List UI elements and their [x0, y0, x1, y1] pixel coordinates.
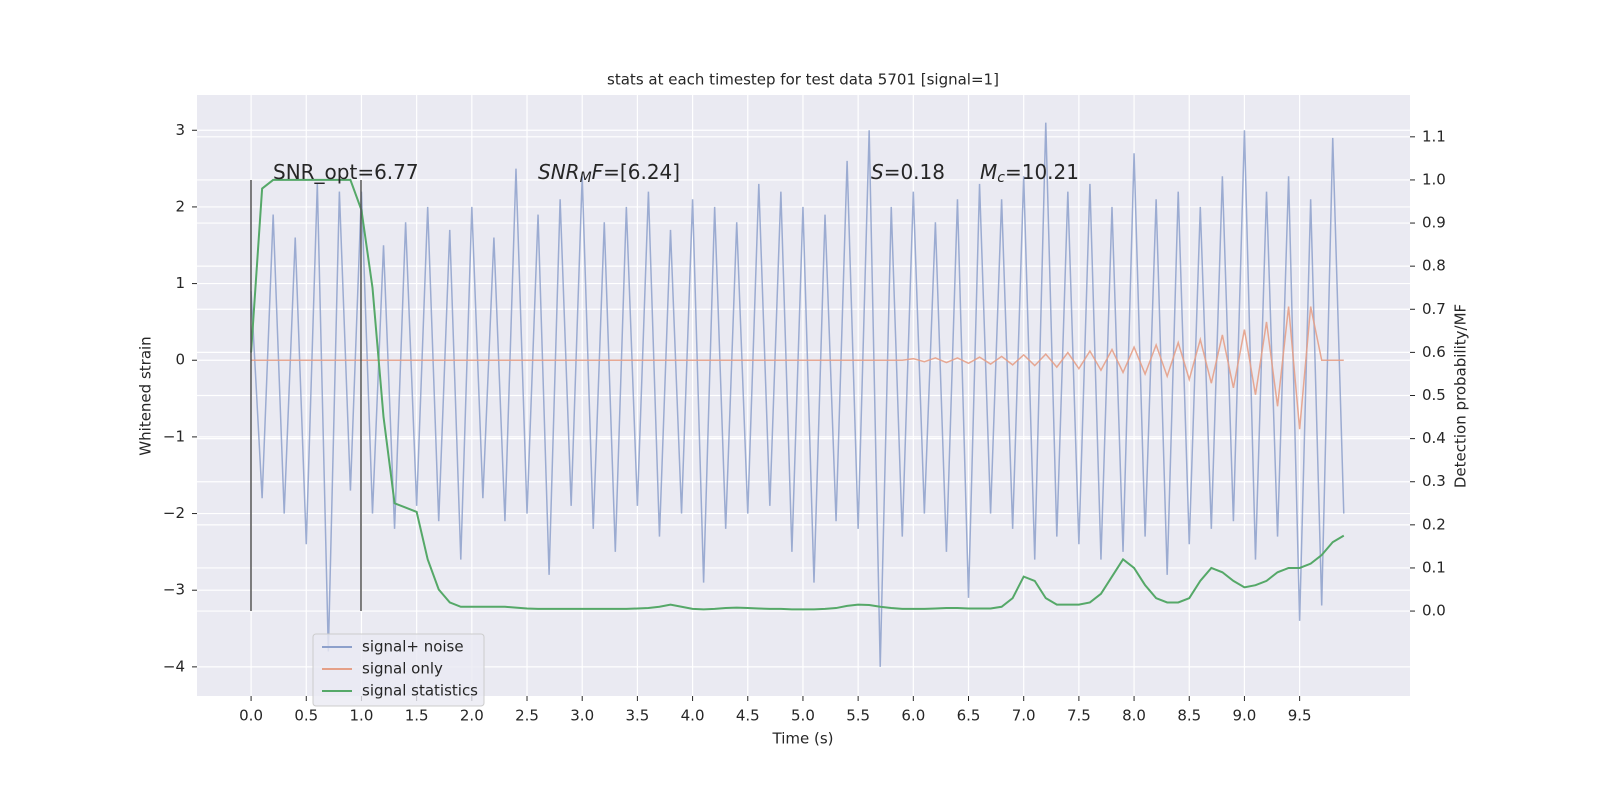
annotation-part: SNR_opt=6.77: [273, 160, 419, 184]
y2-tick-label: 0.0: [1422, 602, 1446, 620]
legend-box: [312, 633, 485, 707]
x-tick-label: 3.5: [625, 707, 649, 725]
y2-tick-label: 1.0: [1422, 170, 1446, 188]
x-tick-label: 5.5: [846, 707, 870, 725]
annotation-part: =10.21: [1005, 160, 1079, 184]
annotation: Mc=10.21: [980, 160, 1079, 187]
y-tick-label: 0: [175, 351, 185, 369]
x-tick-label: 0.0: [239, 707, 263, 725]
x-tick-label: 8.5: [1177, 707, 1201, 725]
annotation-part: M: [980, 160, 997, 184]
y-tick-label: −3: [163, 581, 185, 599]
y-tick-label: 3: [175, 121, 185, 139]
y-tick-label: −2: [163, 504, 185, 522]
x-tick-label: 9.5: [1288, 707, 1312, 725]
x-tick-label: 3.0: [570, 707, 594, 725]
x-tick-label: 9.0: [1233, 707, 1257, 725]
legend-label: signal only: [362, 660, 443, 678]
annotation-part: c: [997, 170, 1005, 186]
y-tick-label: −4: [163, 657, 185, 675]
annotation: S=0.18: [871, 160, 945, 184]
series-line: [251, 306, 1344, 430]
x-tick-label: 2.0: [460, 707, 484, 725]
x-tick-label: 6.5: [957, 707, 981, 725]
annotation-part: SNR: [538, 160, 580, 184]
y2-tick-label: 0.6: [1422, 343, 1446, 361]
y2-tick-label: 0.1: [1422, 558, 1446, 576]
annotation-part: F: [592, 160, 604, 184]
y2-tick-label: 0.9: [1422, 214, 1446, 232]
x-tick-label: 4.5: [736, 707, 760, 725]
series-line: [250, 122, 1345, 667]
annotation-part: M: [580, 170, 592, 186]
y-tick-label: −1: [163, 427, 185, 445]
annotation-part: =[6.24]: [603, 160, 680, 184]
y2-axis-label: Detection probability/MF: [1452, 304, 1470, 488]
x-tick-label: 4.0: [681, 707, 705, 725]
y-axis-label: Whitened strain: [137, 336, 155, 455]
annotation: SNR_opt=6.77: [273, 160, 419, 184]
y2-tick-label: 0.8: [1422, 257, 1446, 275]
legend-label: signal statistics: [362, 682, 478, 700]
legend-label: signal+ noise: [362, 638, 464, 656]
x-tick-label: 1.5: [405, 707, 429, 725]
y2-tick-label: 1.1: [1422, 127, 1446, 145]
y2-tick-label: 0.2: [1422, 515, 1446, 533]
x-tick-label: 2.5: [515, 707, 539, 725]
annotation: SNRMF=[6.24]: [538, 160, 680, 187]
x-axis-label: Time (s): [772, 730, 834, 748]
x-tick-label: 0.5: [294, 707, 318, 725]
y2-tick-label: 0.7: [1422, 300, 1446, 318]
y2-tick-label: 0.4: [1422, 429, 1446, 447]
annotation-part: S: [871, 160, 884, 184]
legend: signal+ noise signal only signal statistic…: [312, 633, 485, 707]
annotation-part: =0.18: [884, 160, 945, 184]
y2-tick-label: 0.5: [1422, 386, 1446, 404]
chart-title: stats at each timestep for test data 570…: [607, 71, 999, 89]
y-tick-label: 1: [175, 274, 185, 292]
x-tick-label: 7.0: [1012, 707, 1036, 725]
series-line: [250, 178, 1345, 611]
y2-tick-label: 0.3: [1422, 472, 1446, 490]
x-tick-label: 1.0: [350, 707, 374, 725]
x-tick-label: 8.0: [1122, 707, 1146, 725]
x-tick-label: 6.0: [901, 707, 925, 725]
y-tick-label: 2: [175, 197, 185, 215]
x-tick-label: 5.0: [791, 707, 815, 725]
x-tick-label: 7.5: [1067, 707, 1091, 725]
labels: 0.0 0.5 1.0 1.5 2.0 2.5 3.0 3.5 4.0 4.5 5.0 5.5 6.0 6…: [163, 121, 1446, 725]
lines: [250, 122, 1345, 667]
